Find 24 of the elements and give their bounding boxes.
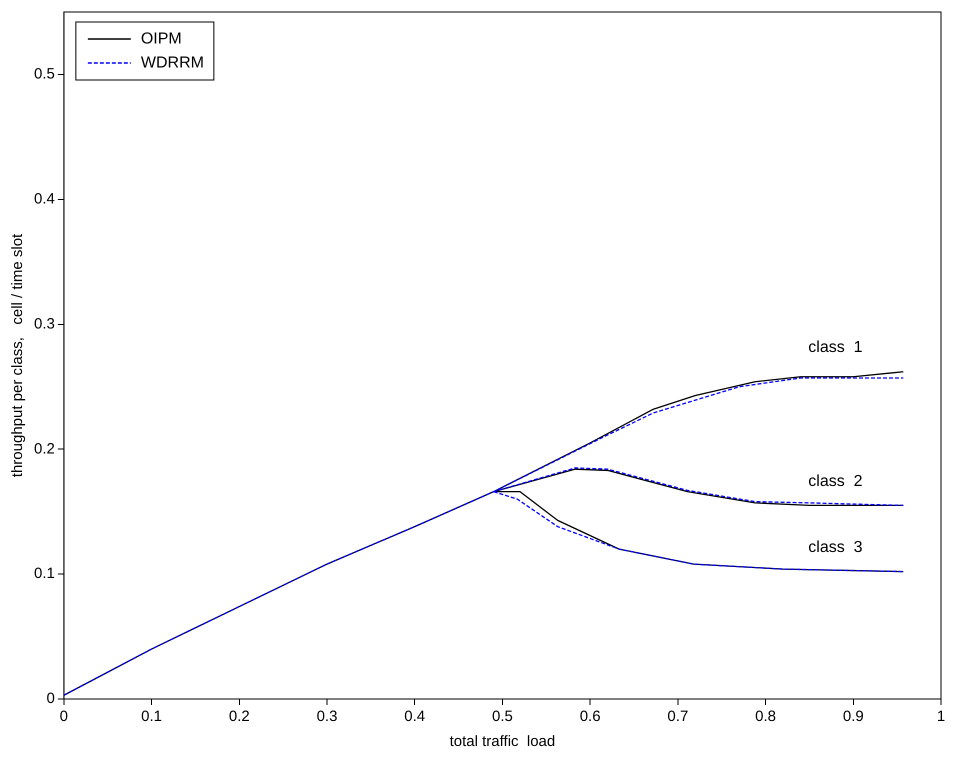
annotation: class 3 xyxy=(808,539,863,556)
y-tick-label: 0 xyxy=(46,690,55,708)
y-tick-label: 0.3 xyxy=(34,315,55,332)
legend-label: OIPM xyxy=(140,30,182,48)
x-tick-label: 0.6 xyxy=(580,708,601,726)
annotation: class 2 xyxy=(808,472,863,490)
x-tick-label: 0 xyxy=(60,708,68,726)
x-tick-label: 0.5 xyxy=(492,708,513,726)
y-tick-label: 0.2 xyxy=(34,440,55,458)
x-tick-label: 0.1 xyxy=(141,708,162,726)
y-tick-label: 0.1 xyxy=(34,565,55,582)
x-tick-label: 1 xyxy=(936,708,946,726)
x-tick-label: 0.7 xyxy=(667,708,688,726)
x-tick-label: 0.8 xyxy=(755,708,776,726)
x-tick-label: 0.9 xyxy=(842,708,864,726)
x-tick-label: 0.3 xyxy=(316,708,338,726)
x-axis-title: total traffic load xyxy=(450,733,556,750)
y-tick-label: 0.4 xyxy=(34,190,55,208)
x-tick-label: 0.2 xyxy=(228,708,250,726)
y-tick-label: 0.5 xyxy=(34,66,55,83)
annotation: class 1 xyxy=(808,339,863,356)
legend-label: WDRRM xyxy=(140,54,204,72)
x-tick-label: 0.4 xyxy=(404,708,426,726)
y-axis-title: throughput per class, cell / time slot xyxy=(9,232,26,478)
